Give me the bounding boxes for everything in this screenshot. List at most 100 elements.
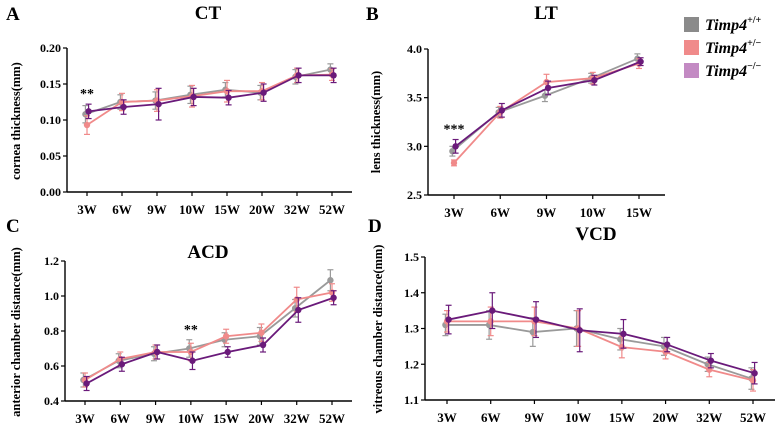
data-point <box>224 348 231 356</box>
x-tick-label: 32W <box>284 202 310 217</box>
data-point <box>259 341 267 349</box>
series-1 <box>450 58 643 167</box>
x-tick-label: 6W <box>111 411 131 426</box>
x-tick-label: 9W <box>537 205 557 220</box>
data-point <box>260 89 267 96</box>
data-point <box>544 84 552 92</box>
y-tick-label: 1.2 <box>404 357 419 371</box>
series-line <box>445 324 752 380</box>
data-point <box>541 92 549 99</box>
data-point <box>83 121 91 129</box>
y-tick-label: 1.5 <box>404 250 419 264</box>
series-line <box>84 291 333 381</box>
x-tick-label: 20W <box>653 410 679 425</box>
data-point <box>85 108 92 115</box>
data-point <box>222 333 230 340</box>
x-tick-label: 32W <box>696 410 722 425</box>
x-tick-label: 15W <box>626 205 652 220</box>
panel-a-title: CT <box>195 3 222 24</box>
x-tick-label: 10W <box>179 202 205 217</box>
y-tick-label: 0.05 <box>40 149 61 163</box>
series-line <box>86 73 333 126</box>
data-point <box>489 307 496 314</box>
data-point <box>620 330 627 338</box>
x-tick-label: 3W <box>77 202 97 217</box>
panel-d-ylabel: vitreous chamber distance(mm) <box>371 245 385 414</box>
panel-b-title: LT <box>534 3 558 24</box>
x-tick-label: 20W <box>249 202 275 217</box>
panel-b-ylabel: lens thickness(mm) <box>369 71 383 173</box>
data-point <box>295 72 302 79</box>
x-tick-label: 9W <box>146 411 166 426</box>
data-point <box>452 143 459 150</box>
panel-a-ylabel: cornea thickness(mm) <box>9 62 23 180</box>
legend-label-timp4-wt: Timp4+/+ <box>705 15 762 34</box>
data-point <box>637 58 644 65</box>
data-point <box>83 380 90 387</box>
panel-d-title: VCD <box>575 224 616 245</box>
data-point <box>330 72 337 79</box>
data-point <box>618 343 626 351</box>
x-tick-label: 10W <box>565 410 591 425</box>
x-tick-label: 32W <box>284 411 310 426</box>
y-tick-label: 1.1 <box>404 393 419 407</box>
y-tick-label: 0.8 <box>44 324 59 338</box>
y-tick-label: 4.0 <box>407 42 422 56</box>
panel-b: B LT lens thickness(mm) 2.5 3.0 3.5 4.0 3W 6W… <box>366 3 665 220</box>
y-tick-label: 3.5 <box>407 91 422 105</box>
x-tick-label: 20W <box>248 411 274 426</box>
x-tick-label: 3W <box>75 411 95 426</box>
data-point <box>498 107 506 114</box>
data-point <box>529 328 537 336</box>
x-tick-label: 9W <box>147 202 167 217</box>
series-2 <box>85 67 337 121</box>
legend: Timp4+/+ Timp4+/− Timp4−/− <box>684 15 762 80</box>
series-line <box>88 74 334 113</box>
series-1 <box>443 306 757 392</box>
x-tick-label: 3W <box>437 410 457 425</box>
panel-d: D VCD vitreous chamber distance(mm) 1.1 1… <box>368 216 775 425</box>
x-tick-label: 52W <box>740 410 766 425</box>
y-tick-label: 0.4 <box>44 394 59 408</box>
y-tick-label: 0.00 <box>40 185 61 199</box>
y-tick-label: 1.0 <box>44 289 59 303</box>
y-tick-label: 3.0 <box>407 139 422 153</box>
data-point <box>445 316 452 323</box>
panel-a-letter: A <box>6 4 20 25</box>
data-point <box>591 76 598 84</box>
data-point <box>330 294 337 301</box>
data-point <box>120 103 127 111</box>
y-tick-label: 0.15 <box>40 77 61 91</box>
data-point <box>153 348 161 356</box>
data-point <box>223 88 231 95</box>
legend-label-timp4-het: Timp4+/− <box>705 38 762 57</box>
data-point <box>327 277 334 284</box>
x-tick-label: 15W <box>609 410 635 425</box>
data-point <box>707 357 715 364</box>
series-line <box>447 320 754 382</box>
series-0 <box>449 53 641 157</box>
panel-d-letter: D <box>368 216 382 237</box>
significance-annotation: ** <box>184 323 198 338</box>
data-point <box>576 327 583 334</box>
x-tick-label: 10W <box>178 411 204 426</box>
legend-swatch-timp4-ko <box>684 63 699 78</box>
significance-annotation: *** <box>444 123 465 138</box>
y-tick-label: 0.20 <box>40 41 61 55</box>
panel-c-letter: C <box>6 216 20 237</box>
data-point <box>295 306 302 314</box>
x-tick-label: 9W <box>525 410 545 425</box>
data-point <box>663 341 671 348</box>
x-tick-label: 3W <box>444 205 464 220</box>
data-point <box>189 357 196 364</box>
data-point <box>190 93 197 101</box>
x-tick-label: 52W <box>319 411 345 426</box>
data-point <box>155 100 162 108</box>
data-point <box>751 369 758 377</box>
x-tick-label: 52W <box>319 202 345 217</box>
data-point <box>543 78 550 86</box>
x-tick-label: 6W <box>112 202 132 217</box>
x-tick-label: 6W <box>481 410 501 425</box>
series-line <box>448 309 755 375</box>
series-2 <box>445 292 758 385</box>
